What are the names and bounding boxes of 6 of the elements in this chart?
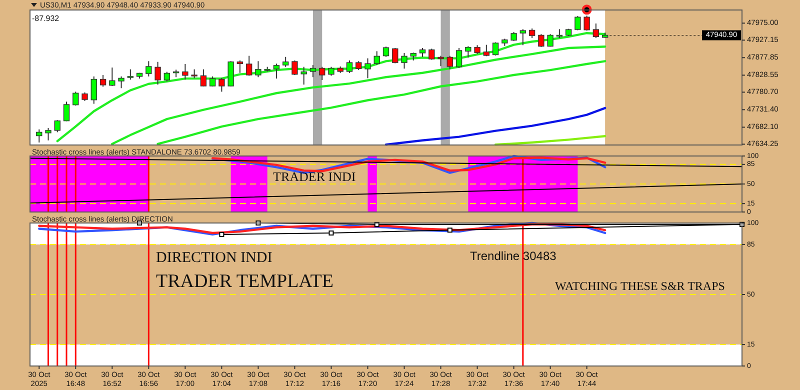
annotation: Trendline 30483	[470, 249, 557, 263]
annotation: -87.932	[32, 14, 60, 23]
annotation: DIRECTION INDI	[156, 250, 272, 266]
annotation: TRADER INDI	[273, 169, 356, 184]
annotation: WATCHING THESE S&R TRAPS	[555, 279, 725, 293]
annotation: TRADER TEMPLATE	[156, 271, 334, 292]
